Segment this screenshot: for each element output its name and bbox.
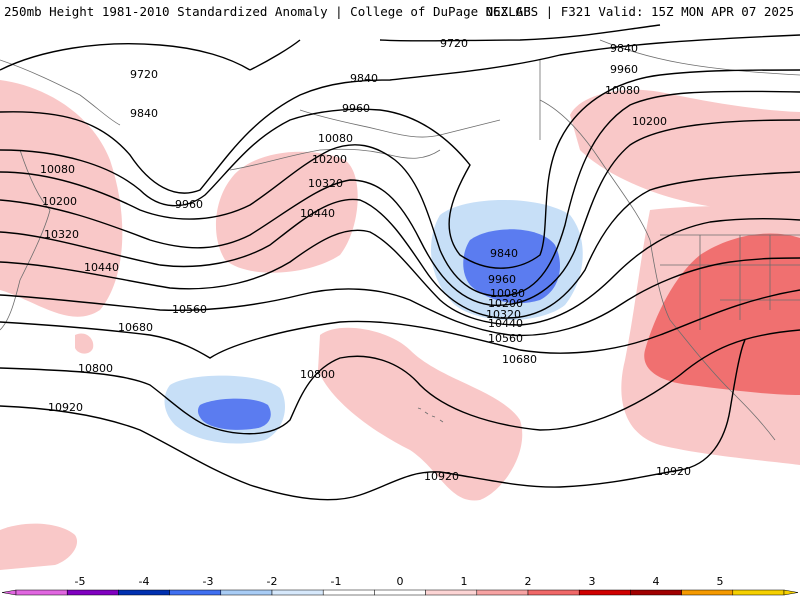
legend-arrow-high <box>783 589 799 596</box>
model-run-info: 06Z GFS | F321 Valid: 15Z MON APR 07 202… <box>485 4 794 19</box>
asia-coastline <box>0 59 121 331</box>
contour-10080 <box>0 90 800 297</box>
contour-9840 <box>0 34 800 194</box>
contour-label: 9720 <box>440 37 468 50</box>
legend-swatch <box>374 589 426 596</box>
contour-label: 9720 <box>130 68 158 81</box>
hawaii-islands <box>417 407 444 423</box>
contour-label: 10680 <box>502 353 537 366</box>
legend-swatch <box>681 589 734 596</box>
legend-swatch <box>15 589 68 596</box>
positive-anomaly-canada <box>570 89 800 212</box>
legend-tick-label: -5 <box>75 577 86 588</box>
positive-anomaly-south-corner <box>0 523 78 570</box>
contour-9720 <box>0 24 661 71</box>
contour-label: 10080 <box>490 287 525 300</box>
legend-swatch <box>732 589 785 596</box>
legend-swatch <box>169 589 222 596</box>
contour-label: 10200 <box>488 297 523 310</box>
negative-anomaly-mid-pacific-core <box>197 398 271 430</box>
contour-label: 10320 <box>486 308 521 321</box>
contour-labels: 9720 9720 9840 9840 9840 9840 9960 9960 … <box>40 37 691 483</box>
legend-swatch <box>630 589 682 596</box>
contour-label: 9960 <box>610 63 638 76</box>
north-america-coastline <box>539 99 776 441</box>
legend-tick-label: 3 <box>589 577 596 588</box>
legend-tick-label: 0 <box>397 577 404 588</box>
contour-label: 10080 <box>318 132 353 145</box>
legend-tick-label: 5 <box>717 577 724 588</box>
contour-label: 10920 <box>48 401 83 414</box>
legend-tick-label: -3 <box>203 577 214 588</box>
contour-10440 <box>0 217 800 326</box>
contour-label: 10440 <box>300 207 335 220</box>
contour-label: 10800 <box>78 362 113 375</box>
alaska-aleutian-coastline <box>229 109 501 171</box>
contour-label: 10320 <box>44 228 79 241</box>
legend-swatches <box>1 589 799 596</box>
contour-label: 10680 <box>118 321 153 334</box>
contour-10920 <box>0 339 746 501</box>
contour-label: 9840 <box>610 42 638 55</box>
legend-swatch <box>425 589 478 596</box>
contour-label: 9840 <box>130 107 158 120</box>
legend-tick-label: 2 <box>525 577 532 588</box>
legend-tick-label: -2 <box>267 577 278 588</box>
contour-label: 10920 <box>656 465 691 478</box>
contour-label: 10080 <box>40 163 75 176</box>
contour-label: 9960 <box>175 198 203 211</box>
contour-label: 9840 <box>350 72 378 85</box>
legend-swatch <box>271 589 324 596</box>
legend-tick-label: -1 <box>331 577 342 588</box>
contour-label: 9840 <box>490 247 518 260</box>
contour-label: 10320 <box>308 177 343 190</box>
contour-label: 10800 <box>300 368 335 381</box>
height-contours <box>0 24 800 501</box>
positive-anomaly-central-pacific <box>318 327 523 501</box>
contour-10800 <box>0 329 800 435</box>
legend-tick-labels: -5 -4 -3 -2 -1 0 1 2 3 4 5 <box>75 577 724 588</box>
contour-10680 <box>0 289 800 359</box>
contour-label: 9960 <box>488 273 516 286</box>
contour-10560 <box>0 257 800 337</box>
negative-anomaly-gulf-of-alaska-core <box>463 229 560 304</box>
legend-swatch <box>118 589 170 596</box>
legend-swatch <box>66 589 119 596</box>
legend-swatch <box>322 589 375 596</box>
map-title: 250mb Height 1981-2010 Standardized Anom… <box>4 4 531 19</box>
contour-label: 10440 <box>84 261 119 274</box>
contour-label: 10920 <box>424 470 459 483</box>
color-scale-legend: -5 -4 -3 -2 -1 0 1 2 3 4 5 <box>0 577 800 600</box>
legend-tick-label: 4 <box>653 577 660 588</box>
height-anomaly-map: 9720 9720 9840 9840 9840 9840 9960 9960 … <box>0 22 800 577</box>
us-state-borders <box>660 234 800 330</box>
positive-anomaly-small-mid-pacific <box>75 333 94 354</box>
legend-tick-label: -4 <box>139 577 150 588</box>
contour-label: 10080 <box>605 84 640 97</box>
legend-tick-label: 1 <box>461 577 468 588</box>
contour-10320 <box>0 171 800 319</box>
positive-anomaly-north-pacific <box>215 151 358 273</box>
contour-label: 10200 <box>42 195 77 208</box>
contour-label: 10200 <box>312 153 347 166</box>
contour-label: 9960 <box>342 102 370 115</box>
legend-swatch <box>578 589 631 596</box>
title-bar: 250mb Height 1981-2010 Standardized Anom… <box>0 0 800 22</box>
contour-10200 <box>0 119 800 306</box>
contour-label: 10200 <box>632 115 667 128</box>
contour-label: 10440 <box>488 317 523 330</box>
contour-9960 <box>0 69 800 269</box>
legend-swatch <box>220 589 273 596</box>
contour-label: 10560 <box>488 332 523 345</box>
legend-swatch <box>527 589 580 596</box>
contour-label: 10560 <box>172 303 207 316</box>
legend-swatch <box>476 589 529 596</box>
